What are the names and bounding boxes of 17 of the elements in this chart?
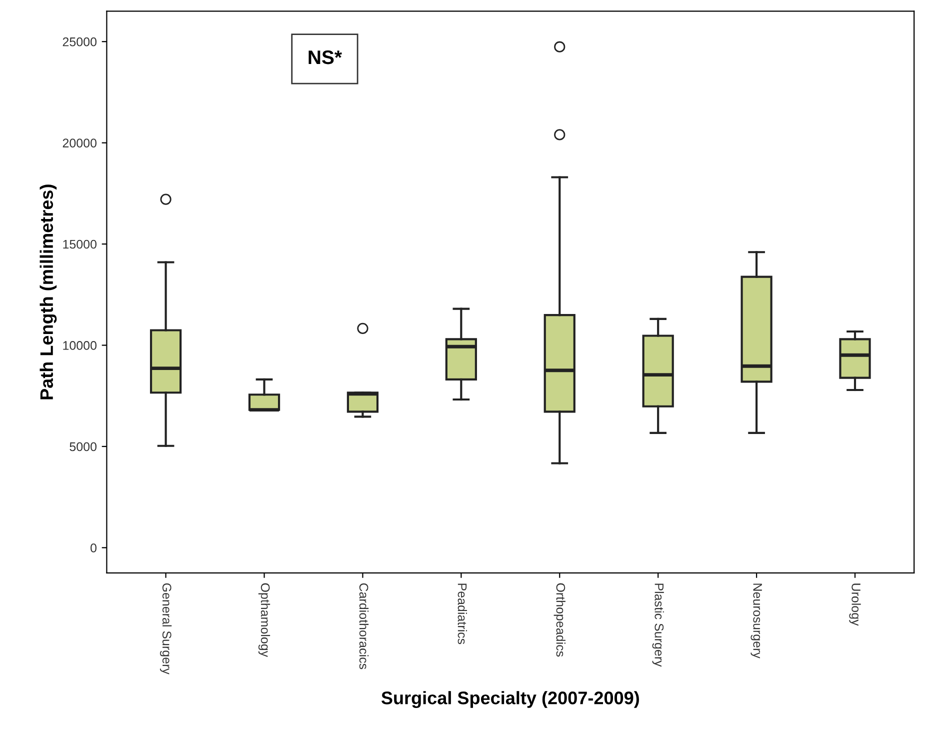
x-tick-label: Orthopeadics — [554, 583, 566, 657]
y-tick-label: 0 — [90, 543, 97, 552]
y-tick-label: 20000 — [62, 138, 97, 148]
x-tick-label: Peadiatrics — [458, 584, 467, 644]
x-tick-label: Urology — [849, 584, 861, 626]
x-tick-label: Cardiothoracics — [359, 583, 369, 670]
x-tick-label: Neurosurgery — [750, 584, 762, 658]
x-tick-label: General Surgery — [160, 583, 172, 674]
y-tick-label: 15000 — [63, 240, 97, 249]
y-axis-title: Path Length (millimetres) — [40, 184, 57, 400]
y-tick-label: 5000 — [70, 442, 97, 452]
x-tick-label: Opthamology — [258, 583, 270, 658]
annotation: NS* — [308, 50, 342, 64]
y-tick-label: 10000 — [63, 341, 97, 350]
y-tick-label: 25000 — [62, 37, 97, 46]
x-axis-title: Surgical Specialty (2007-2009) — [381, 691, 639, 708]
x-tick-label: Plastic Surgery — [652, 584, 664, 667]
